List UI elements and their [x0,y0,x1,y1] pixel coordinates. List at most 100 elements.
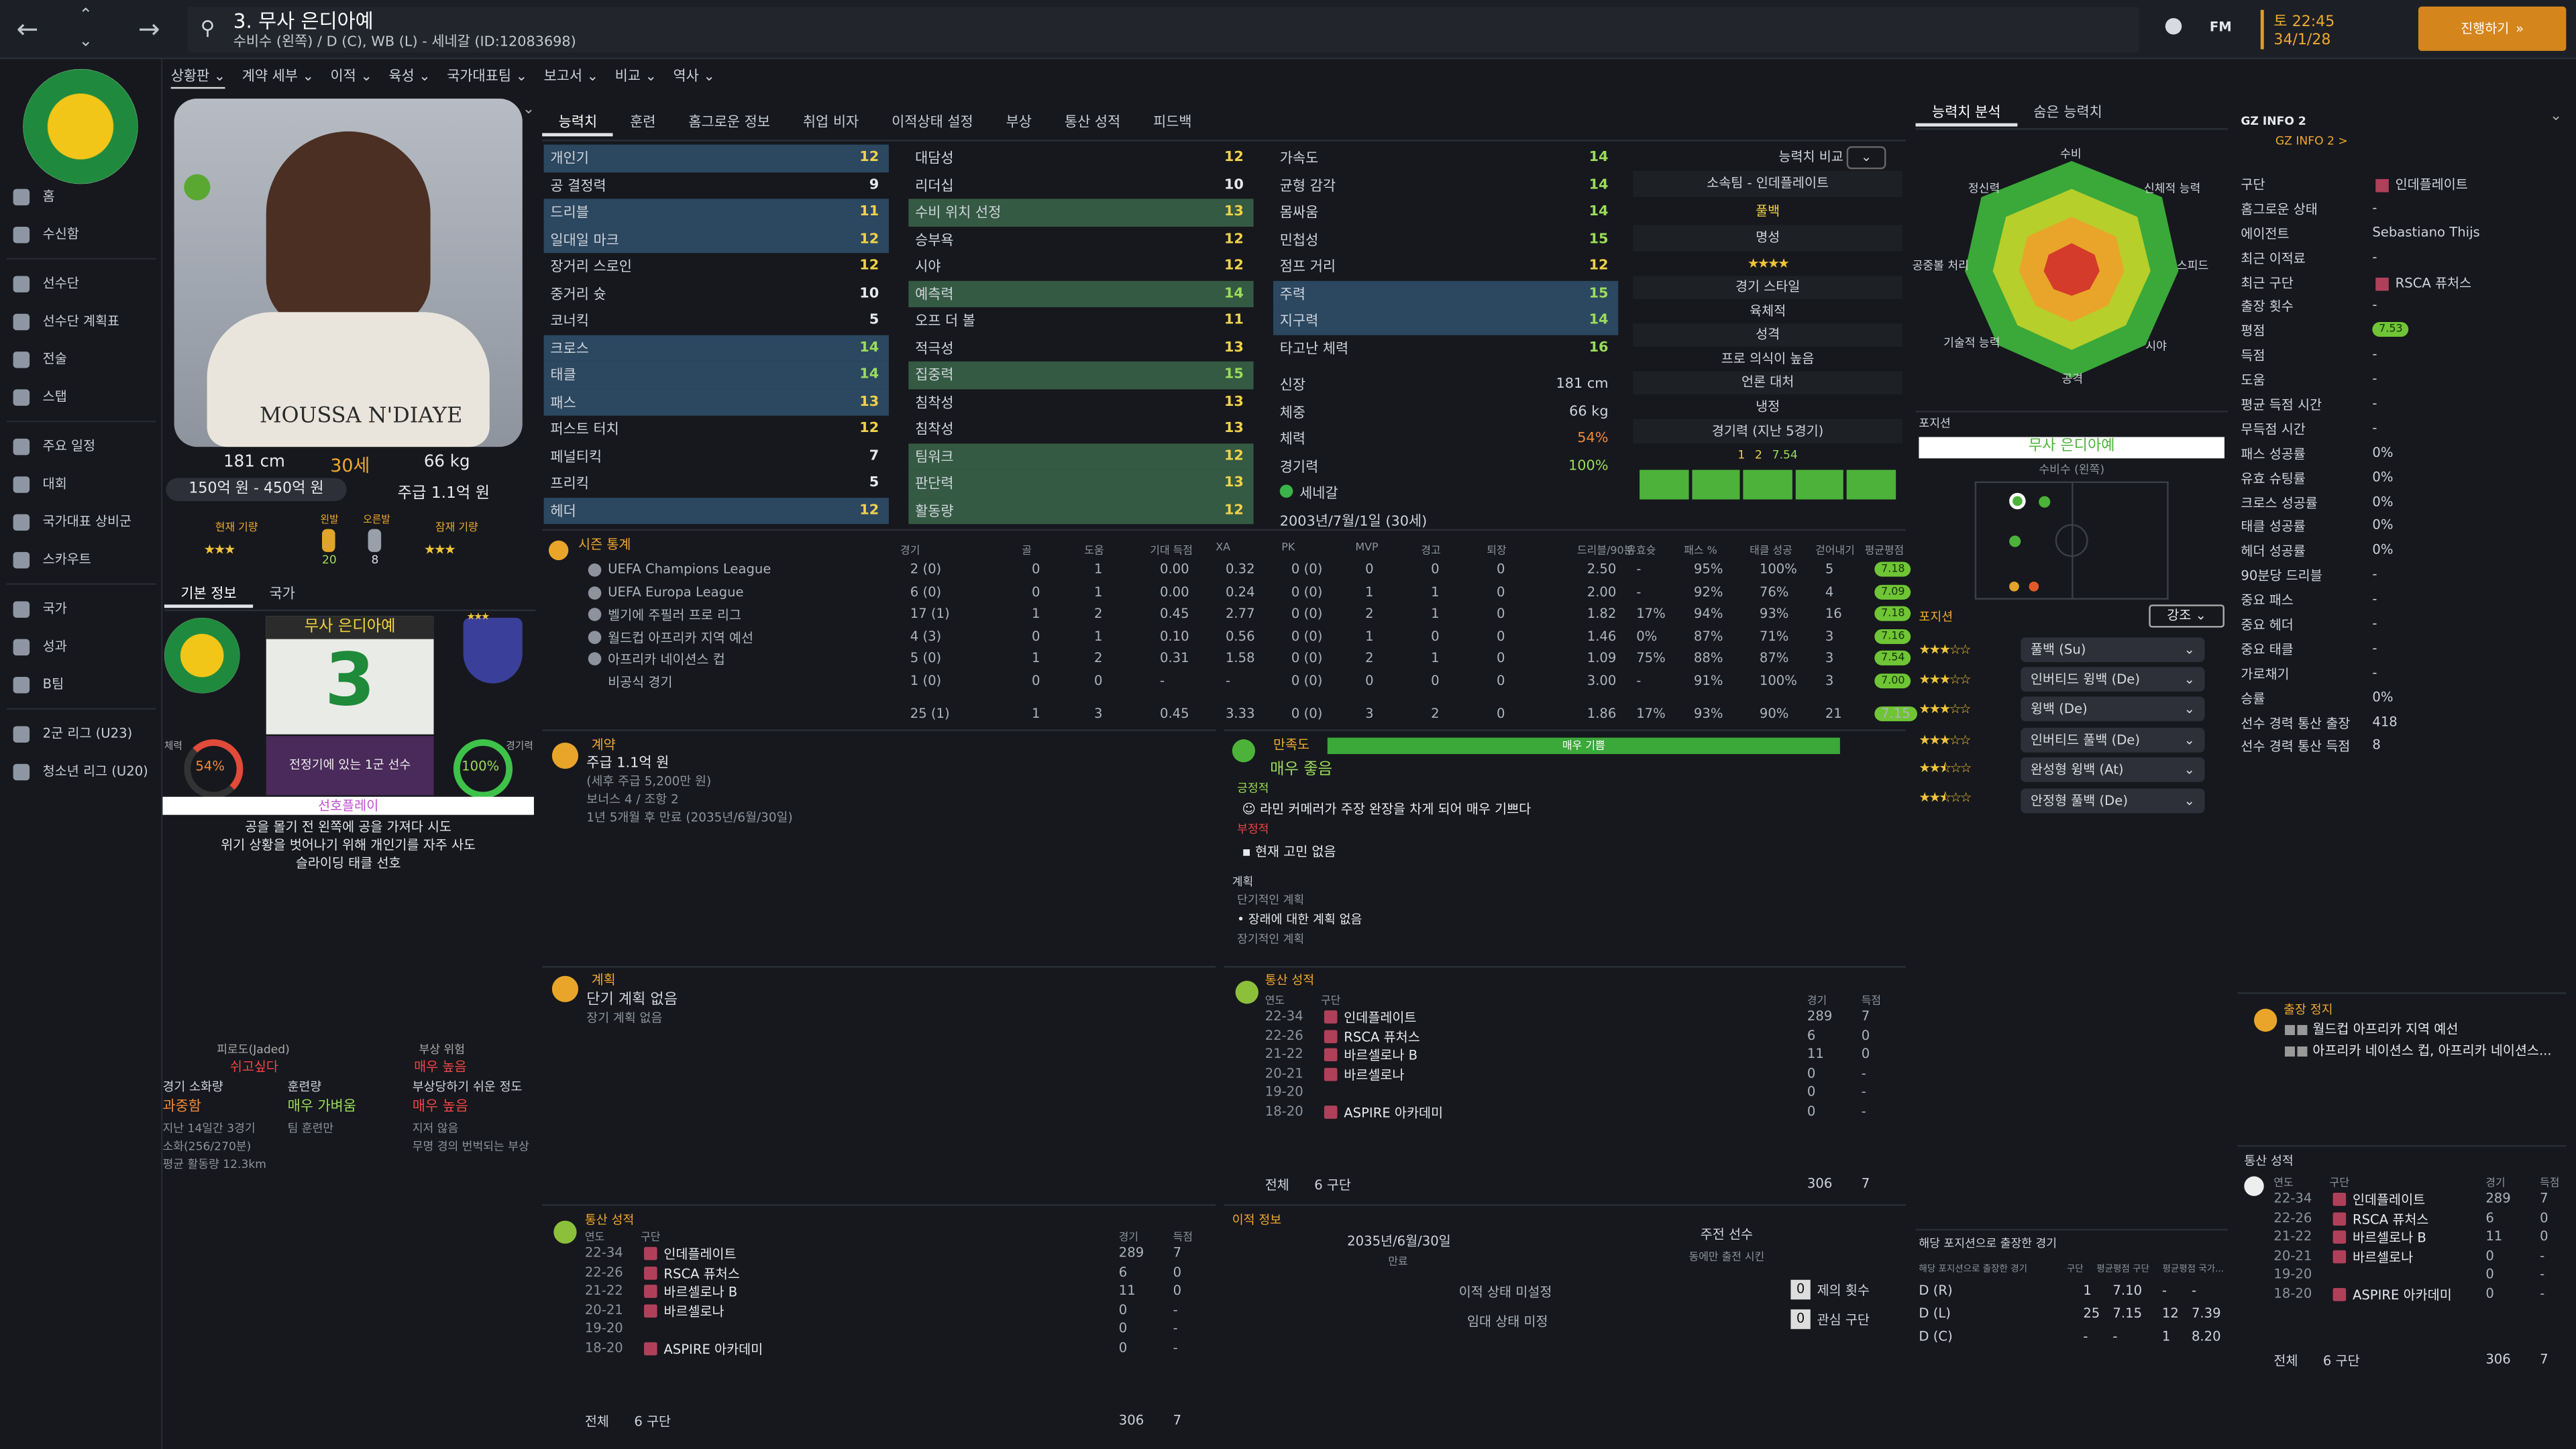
sidebar-item[interactable]: 수신함 [0,215,162,253]
sidebar-item[interactable]: 스탭 [0,378,162,415]
attribute-value: 14 [1589,204,1609,221]
sidebar-item[interactable]: 2군 리그 (U23) [0,714,162,752]
role-select[interactable]: 윙백 (De) ⌄ [2021,697,2205,722]
career-row[interactable]: 20-21 바르셀로나 0 - [1265,1064,1881,1083]
transfer-title[interactable]: 이적 정보 [1232,1212,1282,1228]
career-title[interactable]: 통산 성적 [1265,972,1315,987]
sidebar-item[interactable]: 국가 [0,590,162,627]
role-select[interactable]: 안정형 풀백 (De) ⌄ [2021,788,2205,813]
sidebar-item[interactable]: B팀 [0,665,162,703]
attribute-row: 주력 15 [1273,280,1619,307]
career-row[interactable]: 21-22 바르셀로나 B 11 0 [2273,1227,2559,1246]
tab-1[interactable]: 훈련 [630,115,656,131]
sidebar-item[interactable]: 주요 일정 [0,427,162,465]
back-icon[interactable]: ← [16,13,39,45]
sidebar-item[interactable]: 국가대표 상비군 [0,502,162,540]
role-select[interactable]: 풀백 (Su) ⌄ [2021,637,2205,662]
tab-hidden-ability[interactable]: 숨은 능력치 [2033,105,2102,122]
menu-item[interactable]: 이적 ⌄ [331,66,372,89]
fm-icon[interactable]: FM [2209,19,2232,35]
career-row[interactable]: 18-20 ASPIRE 아카데미 0 - [1265,1102,1881,1120]
ball-icon[interactable] [2165,17,2182,35]
menu-item[interactable]: 계약 세부 ⌄ [242,66,314,89]
role-row[interactable]: ★★★☆☆ 풀백 (Su) ⌄ [1919,634,2224,664]
highlight-dropdown[interactable]: 강조 ⌄ [2149,604,2224,628]
up-icon[interactable]: ⌃ [78,6,93,25]
career-title[interactable]: 통산 성적 [584,1212,635,1228]
season-row[interactable]: 비공식 경기 1 (0) 0 0 - - 0 (0) 0 0 0 3.00 - 91% 100% 3 7.00 [542,669,1912,692]
menu-item[interactable]: 보고서 ⌄ [544,66,599,89]
season-cell: - [1225,672,1231,688]
tab-7[interactable]: 피드백 [1153,115,1192,131]
career-row[interactable]: 21-22 바르셀로나 B 11 0 [1265,1045,1881,1064]
role-select[interactable]: 완성형 윙백 (At) ⌄ [2021,757,2205,783]
role-row[interactable]: ★★★☆☆ 인버티드 윙백 (De) ⌄ [1919,664,2224,694]
compare-dropdown[interactable]: ⌄ [1846,146,1886,170]
season-cell: 87% [1693,628,1723,643]
role-select[interactable]: 인버티드 풀백 (De) ⌄ [2021,727,2205,753]
happiness-title[interactable]: 만족도 [1273,737,1310,753]
season-row[interactable]: UEFA Europa League 6 (0) 0 1 0.00 0.24 0 (0) 1 1… [542,581,1912,603]
season-cell: 0 (0) [1291,584,1323,599]
menu-item[interactable]: 육성 ⌄ [388,66,430,89]
sidebar-item[interactable]: 선수단 [0,264,162,302]
season-title[interactable]: 시즌 통계 [578,537,631,552]
tab-5[interactable]: 부상 [1006,115,1032,131]
role-row[interactable]: ★★★☆☆ 인버티드 풀백 (De) ⌄ [1919,724,2224,755]
gz-sub[interactable]: GZ INFO 2 > [2275,134,2348,148]
role-row[interactable]: ★★⯪☆☆ 안정형 풀백 (De) ⌄ [1919,786,2224,816]
menu-item[interactable]: 국가대표팀 ⌄ [447,66,527,89]
season-row[interactable]: 벨기에 주필러 프로 리그 17 (1) 1 2 0.45 2.77 0 (0) 2 1 0 1.8… [542,603,1912,625]
career-row[interactable]: 22-34 인데플레이트 289 7 [1265,1007,1881,1026]
sidebar-item[interactable]: 청소년 리그 (U20) [0,753,162,790]
career-row[interactable]: 22-26 RSCA 퓨처스 6 0 [1265,1026,1881,1044]
contract-title[interactable]: 계약 [591,737,616,753]
career-row[interactable]: 19-20 0 - [585,1320,1193,1338]
career-row[interactable]: 19-20 0 - [2273,1265,2559,1284]
career-row[interactable]: 22-26 RSCA 퓨처스 6 0 [585,1263,1193,1281]
sidebar-item[interactable]: 전술 [0,340,162,378]
continue-button[interactable]: 진행하기 » [2418,6,2567,51]
season-row[interactable]: 아프리카 네이션스 컵 5 (0) 1 2 0.31 1.58 0 (0) 2 1 0 1.09 75… [542,647,1912,669]
roles-title[interactable]: 포지션 [1919,609,1953,625]
tab-ability-analysis[interactable]: 능력치 분석 [1915,102,2017,127]
search-box[interactable] [187,6,2139,53]
plan-title[interactable]: 계획 [591,972,616,987]
career-row[interactable]: 18-20 ASPIRE 아카데미 0 - [585,1338,1193,1357]
career-row[interactable]: 22-34 인데플레이트 289 7 [585,1244,1193,1263]
photo-menu-icon[interactable]: ⌄ [522,101,535,119]
career-row[interactable]: 20-21 바르셀로나 0 - [2273,1246,2559,1265]
sidebar-item[interactable]: 대회 [0,465,162,502]
search-icon[interactable]: ⚲ [200,16,215,40]
menu-item[interactable]: 역사 ⌄ [673,66,714,89]
tab-4[interactable]: 이적상태 설정 [892,115,973,131]
forward-icon[interactable]: → [138,13,160,45]
sidebar-item[interactable]: 선수단 계획표 [0,303,162,340]
tab-3[interactable]: 취업 비자 [802,115,859,131]
sidebar-item[interactable]: 홈 [0,177,162,215]
tab-6[interactable]: 통산 성적 [1064,115,1121,131]
tab-nation[interactable]: 국가 [269,586,295,603]
role-row[interactable]: ★★⯪☆☆ 완성형 윙백 (At) ⌄ [1919,755,2224,785]
gz-menu-icon[interactable]: ⌄ [2549,108,2563,125]
role-select[interactable]: 인버티드 윙백 (De) ⌄ [2021,667,2205,692]
sidebar-item[interactable]: 스카우트 [0,541,162,578]
tab-2[interactable]: 홈그로운 정보 [688,115,770,131]
tab-basic-info[interactable]: 기본 정보 [164,583,254,608]
career-row[interactable]: 19-20 0 - [1265,1083,1881,1102]
career-row[interactable]: 18-20 ASPIRE 아카데미 0 - [2273,1284,2559,1303]
gz-label: 도움 [2241,373,2265,388]
tab-0[interactable]: 능력치 [542,112,614,137]
career-row[interactable]: 22-26 RSCA 퓨처스 6 0 [2273,1208,2559,1227]
divider [6,583,156,585]
season-row[interactable]: UEFA Champions League 2 (0) 0 1 0.00 0.32 0 (0… [542,559,1912,581]
role-row[interactable]: ★★★☆☆ 윙백 (De) ⌄ [1919,694,2224,724]
career-row[interactable]: 21-22 바르셀로나 B 11 0 [585,1281,1193,1300]
menu-item[interactable]: 비교 ⌄ [615,66,657,89]
sidebar-item[interactable]: 성과 [0,628,162,665]
career-row[interactable]: 20-21 바르셀로나 0 - [585,1300,1193,1319]
menu-item[interactable]: 상황판 ⌄ [170,66,226,89]
career-row[interactable]: 22-34 인데플레이트 289 7 [2273,1189,2559,1208]
down-icon[interactable]: ⌄ [78,32,93,51]
season-row[interactable]: 월드컵 아프리카 지역 예선 4 (3) 0 1 0.10 0.56 0 (0) 1 0 0 1.4… [542,625,1912,647]
